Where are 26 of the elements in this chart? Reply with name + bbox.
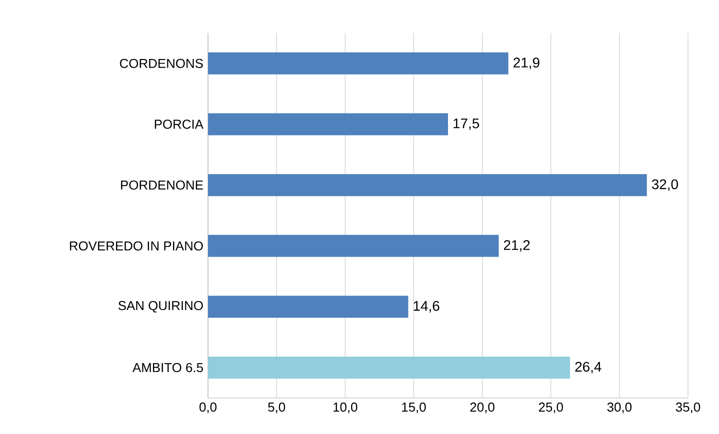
x-tick-label: 25,0 bbox=[538, 402, 563, 414]
y-tick-label: PORCIA bbox=[154, 120, 204, 129]
x-tick-label: 30,0 bbox=[607, 402, 632, 414]
y-tick-label: PORDENONE bbox=[121, 180, 203, 190]
data-label: 21,9 bbox=[514, 58, 540, 70]
data-label: 32,0 bbox=[652, 179, 678, 191]
x-tick-label: 10,0 bbox=[334, 402, 358, 414]
data-label: 14,6 bbox=[414, 300, 440, 313]
y-tick-label: SAN QUIRINO bbox=[118, 301, 203, 313]
data-label: 26,4 bbox=[575, 362, 602, 374]
data-label: 17,5 bbox=[454, 118, 480, 130]
bar bbox=[208, 52, 508, 74]
bar bbox=[208, 356, 570, 379]
bar bbox=[208, 174, 647, 196]
y-tick-label: ROVEREDO IN PIANO bbox=[70, 241, 203, 251]
x-tick-label: 15,0 bbox=[402, 402, 426, 414]
data-label: 21,2 bbox=[504, 240, 530, 252]
x-tick-label: 5,0 bbox=[268, 402, 286, 414]
y-tick-label: AMBITO 6.5 bbox=[132, 363, 203, 372]
bar bbox=[208, 113, 448, 136]
x-tick-label: 0,0 bbox=[200, 402, 217, 414]
x-tick-label: 35,0 bbox=[676, 402, 700, 414]
y-tick-label: CORDENONS bbox=[120, 58, 203, 68]
bar bbox=[208, 296, 408, 318]
bar bbox=[208, 234, 499, 257]
x-tick-label: 20,0 bbox=[470, 402, 494, 414]
